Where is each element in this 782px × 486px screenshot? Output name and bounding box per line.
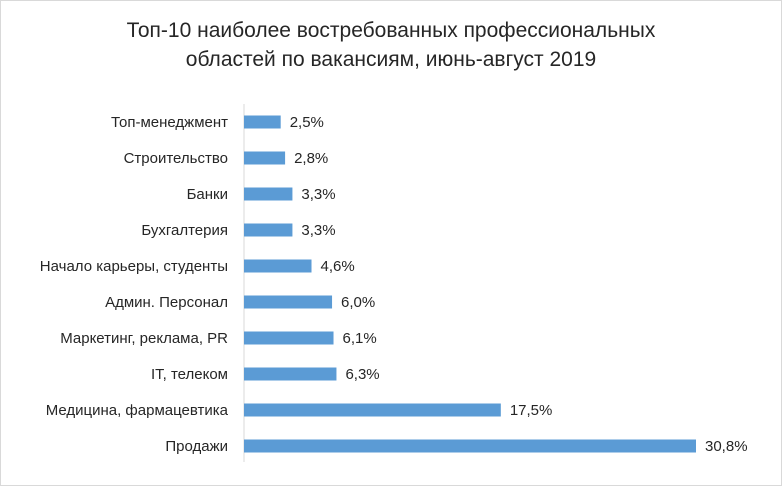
category-label: Админ. Персонал <box>105 294 228 311</box>
chart-title: Топ-10 наиболее востребованных профессио… <box>0 16 782 74</box>
bar <box>244 187 293 201</box>
category-label: Маркетинг, реклама, PR <box>60 330 228 347</box>
bar <box>244 295 333 309</box>
data-label: 2,8% <box>294 150 328 167</box>
chart-title-line2: областей по вакансиям, июнь-август 2019 <box>185 48 597 71</box>
bar <box>244 331 334 345</box>
category-label: Банки <box>187 186 228 203</box>
category-label: Медицина, фармацевтика <box>46 402 229 419</box>
data-label: 6,0% <box>341 294 375 311</box>
data-label: 6,1% <box>343 330 377 347</box>
bar <box>244 223 293 237</box>
category-label: Начало карьеры, студенты <box>40 258 228 275</box>
bar <box>244 115 281 129</box>
bar <box>244 367 337 381</box>
chart-title-line1: Топ-10 наиболее востребованных профессио… <box>126 19 656 42</box>
category-label: Строительство <box>124 150 228 167</box>
data-label: 17,5% <box>510 402 553 419</box>
category-label: Бухгалтерия <box>141 222 228 239</box>
data-label: 3,3% <box>301 186 335 203</box>
data-label: 4,6% <box>321 258 355 275</box>
category-label: Топ-менеджмент <box>111 114 228 131</box>
data-label: 30,8% <box>705 438 748 455</box>
bar <box>244 259 312 273</box>
bars-group: Топ-менеджмент 2,5% Строительство 2,8% Банки… <box>40 114 748 455</box>
data-label: 6,3% <box>345 366 379 383</box>
bar <box>244 403 501 417</box>
bar <box>244 151 286 165</box>
category-label: IT, телеком <box>151 366 228 383</box>
data-label: 3,3% <box>301 222 335 239</box>
data-label: 2,5% <box>290 114 324 131</box>
bar <box>244 439 696 453</box>
category-label: Продажи <box>165 438 228 455</box>
